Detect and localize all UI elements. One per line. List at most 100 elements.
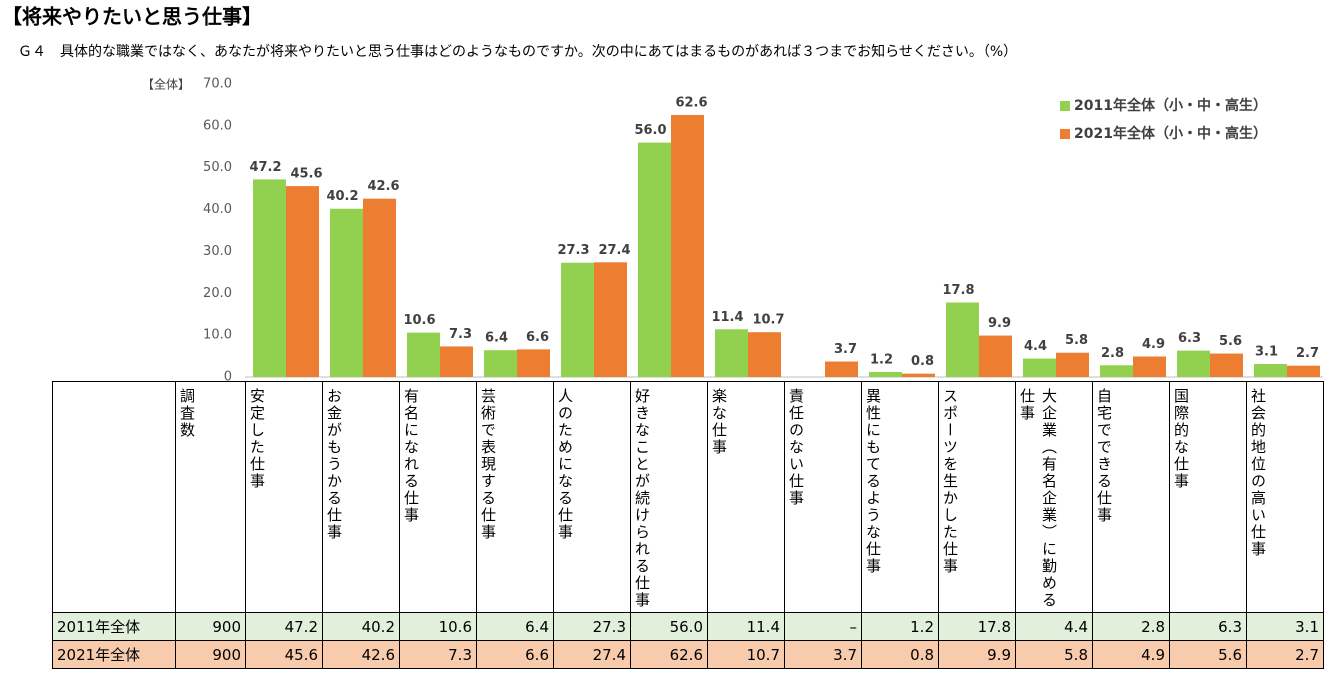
y-tick-label: 60.0 [203,118,232,133]
bar [869,371,902,377]
data-label: 9.9 [988,316,1011,331]
bar [715,329,748,377]
header-cell: 人のためになる仕事 [553,381,631,613]
value-cell: 0.8 [861,640,939,669]
chart: 【将来やりたいと思う仕事】 Ｇ４ 具体的な職業ではなく、あなたが将来やりたいと思… [2,5,1323,382]
value-cell: 45.6 [245,640,323,669]
data-label: 2.8 [1101,346,1124,361]
y-tick-label: 50.0 [203,160,232,175]
value-cell: 40.2 [322,612,400,641]
header-text: 安定した仕事 [248,388,266,490]
value-cell: – [784,612,862,641]
value-cell: 10.7 [707,640,785,669]
header-text: 人のためになる仕事 [556,388,574,541]
value-cell: 4.9 [1092,640,1170,669]
value-cell: 3.7 [784,640,862,669]
value-cell: 9.9 [938,640,1016,669]
legend-swatch [1060,101,1070,111]
value-cell: 11.4 [707,612,785,641]
header-text: 有名になれる仕事 [402,388,420,524]
data-row: 2021年全体 900 45.6 42.6 7.3 6.6 27.4 62.6 10.7 3.7 0… [52,640,1324,669]
bar [484,350,517,377]
bar [561,262,594,377]
data-label: 62.6 [675,95,707,110]
data-label: 1.2 [870,352,893,367]
header-cell: 大企業（有名企業）に勤める仕事 [1015,381,1093,613]
header-text: 社会的地位の高い仕事 [1249,388,1267,558]
header-cell: 有名になれる仕事 [399,381,477,613]
chart-title: 【将来やりたいと思う仕事】 [2,5,262,29]
bar [671,114,704,377]
corner-cell [52,381,176,613]
chart-subtitle: Ｇ４ 具体的な職業ではなく、あなたが将来やりたいと思う仕事はどのようなものですか… [18,43,1017,60]
bar [286,186,319,377]
bar [1100,365,1133,377]
bar [748,332,781,377]
header-cell: 芸術で表現する仕事 [476,381,554,613]
header-text: 好きなことが続けられる仕事 [633,388,651,609]
header-text: 責任のない仕事 [787,388,805,507]
y-tick-label: 40.0 [203,202,232,217]
legend-label: 2021年全体（小・中・高生） [1074,125,1267,142]
header-cell: 自宅でできる仕事 [1092,381,1170,613]
value-cell: 2.7 [1246,640,1324,669]
data-label: 27.3 [557,243,589,258]
data-table: 調査数 安定した仕事 お金がもうかる仕事 有名になれる仕事 芸術で表現する仕事 人のために… [52,381,1324,669]
y-tick-label: 0 [224,370,232,382]
count-cell: 900 [175,640,246,669]
bar [517,349,550,377]
data-label: 6.6 [526,330,549,345]
header-cell: スポーツを生かした仕事 [938,381,1016,613]
value-cell: 62.6 [630,640,708,669]
bar [1056,352,1089,377]
legend-label: 2011年全体（小・中・高生） [1074,97,1267,114]
bar [253,179,286,377]
data-label: 2.7 [1296,346,1319,361]
value-cell: 6.3 [1169,612,1247,641]
header-text: 調査数 [178,388,196,439]
data-label: 3.7 [834,342,857,357]
value-cell: 4.4 [1015,612,1093,641]
bar [330,208,363,377]
value-cell: 7.3 [399,640,477,669]
bar [825,361,858,377]
value-cell: 6.6 [476,640,554,669]
value-cell: 1.2 [861,612,939,641]
header-text: スポーツを生かした仕事 [941,388,959,575]
data-label: 40.2 [326,189,358,204]
data-label: 45.6 [290,167,322,182]
header-cell: 安定した仕事 [245,381,323,613]
bar [1177,350,1210,377]
header-cell: 楽な仕事 [707,381,785,613]
data-label: 10.6 [403,313,435,328]
value-cell: 3.1 [1246,612,1324,641]
data-label: 4.4 [1024,339,1047,354]
value-cell: 6.4 [476,612,554,641]
data-label: 56.0 [634,123,666,138]
bar [1254,364,1287,377]
header-text: 芸術で表現する仕事 [479,388,497,541]
bar [1133,356,1166,377]
header-cell: 調査数 [175,381,246,613]
value-cell: 2.8 [1092,612,1170,641]
bar [979,335,1012,377]
count-cell: 900 [175,612,246,641]
data-label: 27.4 [598,243,630,258]
bar [1023,358,1056,377]
data-label: 11.4 [711,310,743,325]
value-cell: 42.6 [322,640,400,669]
header-cell: 責任のない仕事 [784,381,862,613]
bar [1287,365,1320,377]
header-row: 調査数 安定した仕事 お金がもうかる仕事 有名になれる仕事 芸術で表現する仕事 人のために… [52,381,1324,613]
header-text: 楽な仕事 [710,388,728,456]
value-cell: 5.6 [1169,640,1247,669]
bar [946,302,979,377]
data-label: 0.8 [911,354,934,369]
bar [407,332,440,377]
data-label: 4.9 [1142,337,1165,352]
data-label: 5.8 [1065,333,1088,348]
data-label: 3.1 [1255,345,1278,360]
value-cell: 27.4 [553,640,631,669]
header-text: 国際的な仕事 [1172,388,1190,490]
